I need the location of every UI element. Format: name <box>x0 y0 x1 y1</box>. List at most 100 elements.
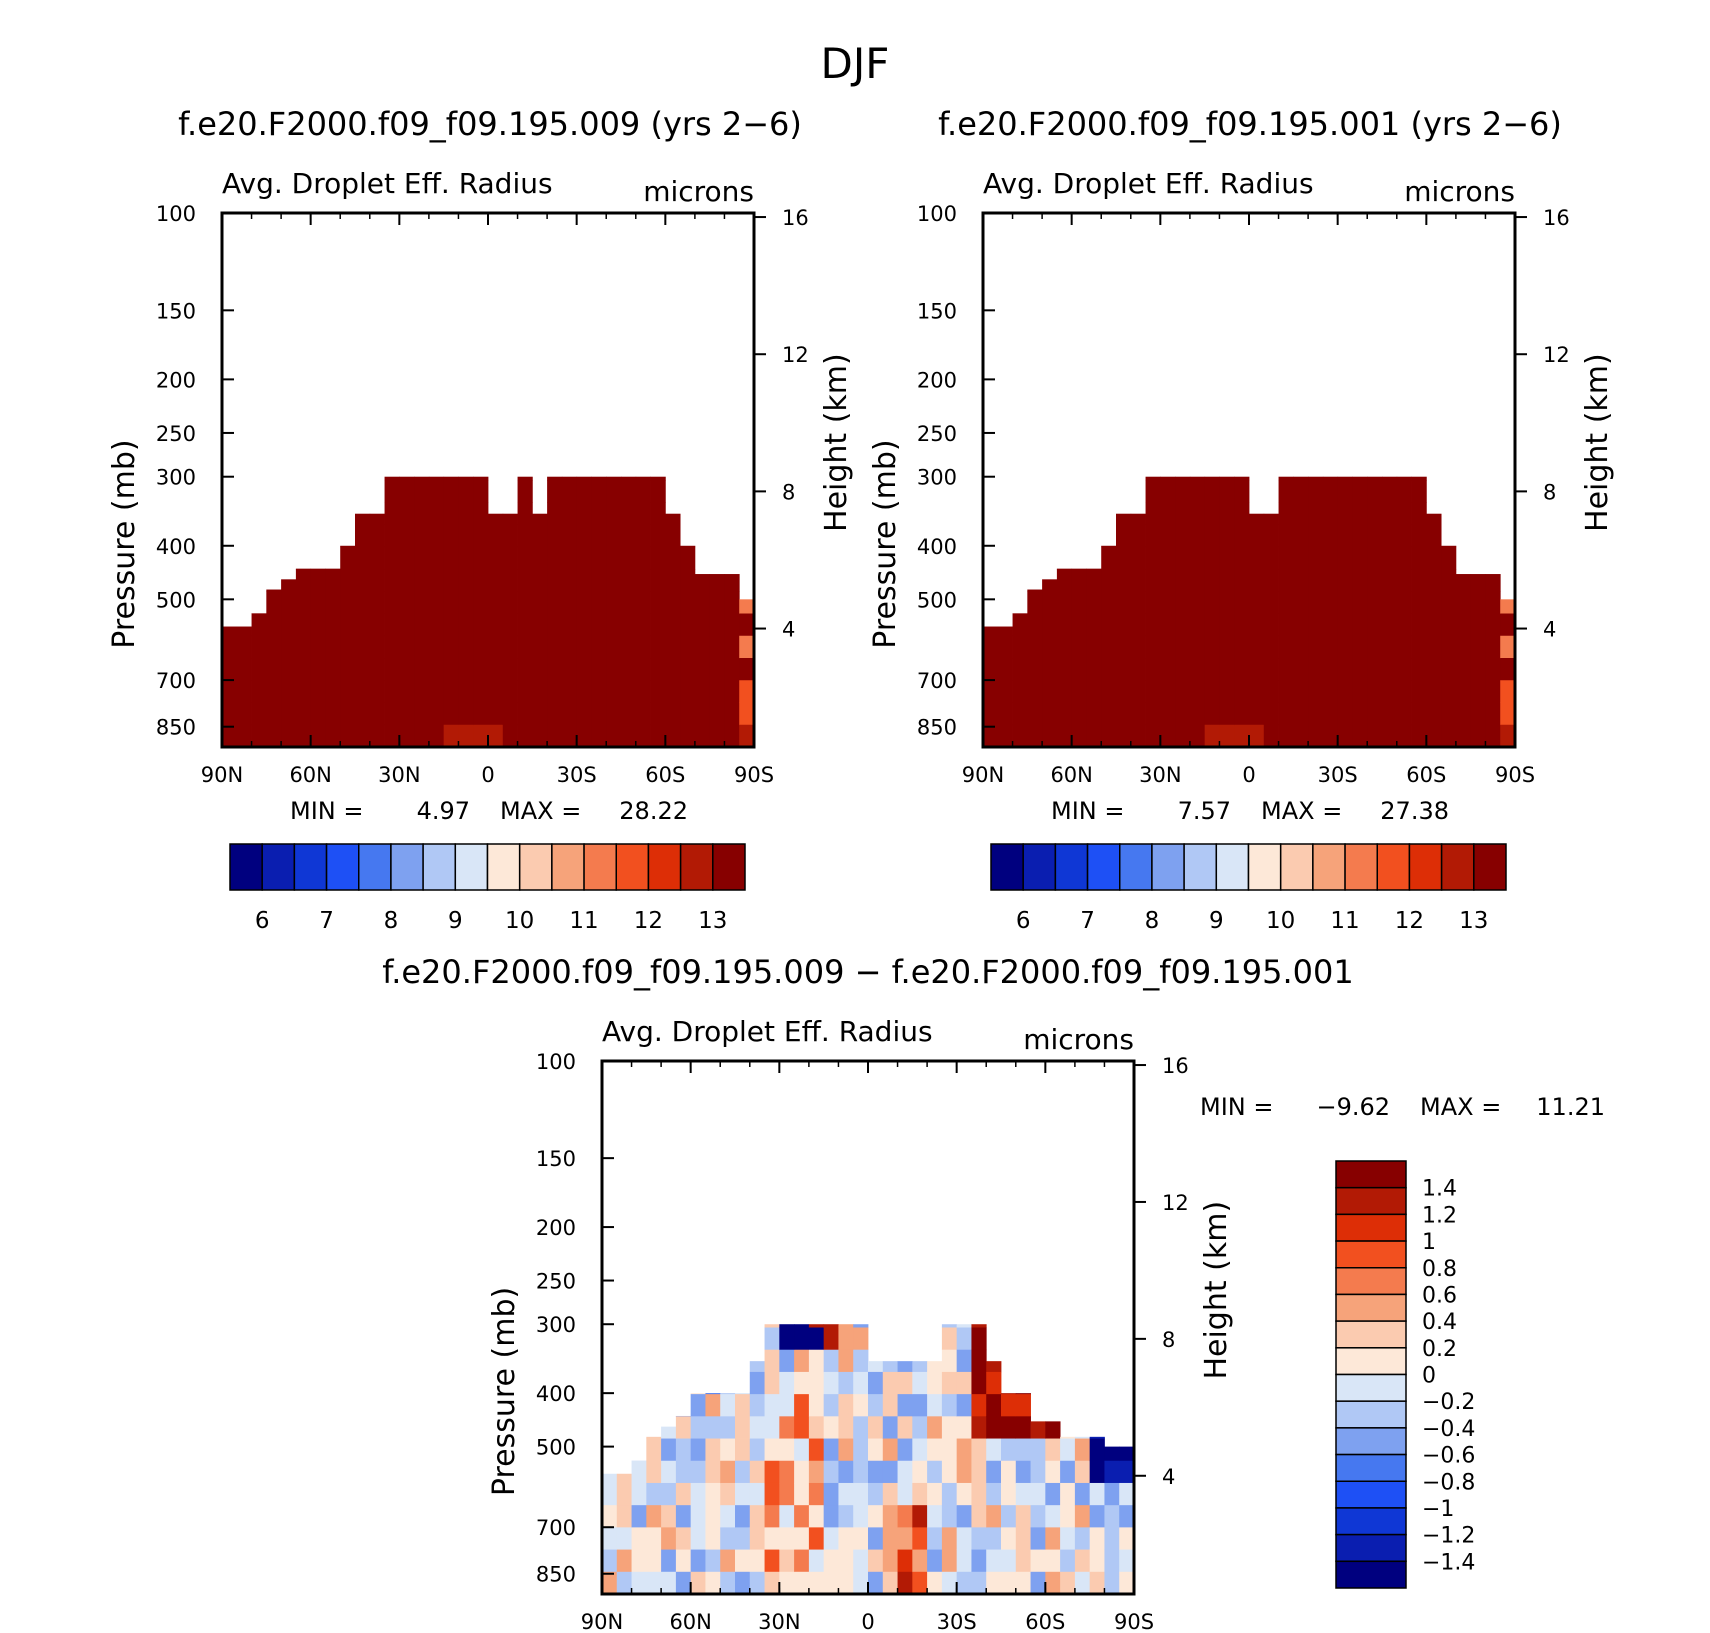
heatmap-cell <box>986 1361 1002 1373</box>
heatmap-cell <box>779 1324 795 1328</box>
heatmap-cell <box>1027 702 1043 726</box>
heatmap-cell <box>709 635 725 659</box>
max-label: MAX = <box>1420 1093 1501 1121</box>
heatmap-cell <box>1145 480 1161 503</box>
heatmap-cell <box>764 1371 780 1395</box>
heatmap-cell <box>1426 702 1442 726</box>
heatmap-cell <box>675 1482 692 1506</box>
heatmap-cell <box>823 1527 839 1550</box>
heatmap-cell <box>325 702 341 726</box>
colorbar-label: −1.4 <box>1422 1550 1475 1575</box>
heatmap-cell <box>428 502 445 525</box>
heatmap-cell <box>1322 569 1339 592</box>
heatmap-cell <box>561 591 578 614</box>
heatmap-cell <box>443 569 459 592</box>
heatmap-cell <box>764 1527 780 1550</box>
heatmap-cell <box>325 613 341 637</box>
heatmap-cell <box>591 569 607 592</box>
colorbar-label: 13 <box>698 908 727 934</box>
heatmap-cell <box>1382 480 1398 503</box>
heatmap-cell <box>1411 613 1427 637</box>
heatmap-cell <box>443 524 459 548</box>
heatmap-cell <box>222 658 238 681</box>
heatmap-cell <box>473 680 489 703</box>
y-tick-label: 100 <box>156 202 196 226</box>
heatmap-cell <box>1322 524 1339 548</box>
heatmap-cell <box>661 1438 677 1462</box>
heatmap-cell <box>735 1394 751 1417</box>
heatmap-cell <box>853 1371 869 1395</box>
heatmap-cell <box>369 613 385 637</box>
heatmap-cell <box>635 591 651 614</box>
panel-run-001: f.e20.F2000.f09_f09.195.001 (yrs 2−6) Avg… <box>868 105 1615 934</box>
colorbar-swatch <box>293 843 328 891</box>
colorbar-label: 7 <box>319 908 334 934</box>
heatmap-cell <box>709 574 725 592</box>
heatmap-cell <box>1234 591 1250 614</box>
heatmap-cell <box>1071 702 1087 726</box>
heatmap-cell <box>443 591 459 614</box>
heatmap-cell <box>823 1324 839 1328</box>
heatmap-cell <box>547 702 563 726</box>
heatmap-cell <box>340 591 356 614</box>
x-tick-label: 30N <box>1139 763 1181 787</box>
heatmap-cell <box>1293 480 1309 503</box>
y-tick-label: 400 <box>536 1382 576 1406</box>
heatmap-cell <box>1160 476 1176 481</box>
heatmap-cell <box>616 1571 632 1595</box>
colorbar-label: 12 <box>634 908 663 934</box>
heatmap-cell <box>1485 702 1501 726</box>
heatmap-cell <box>1293 591 1309 614</box>
heatmap-cell <box>547 724 563 748</box>
heatmap-cell <box>720 1505 736 1528</box>
heatmap-cell <box>1116 680 1132 703</box>
heatmap-cell <box>838 1460 854 1484</box>
heatmap-cell <box>1308 680 1324 703</box>
heatmap-cell <box>779 1505 795 1528</box>
heatmap-cell <box>1012 702 1028 726</box>
heatmap-cell <box>1219 476 1235 481</box>
heatmap-cell <box>1074 1571 1091 1595</box>
heatmap-cell <box>724 724 740 748</box>
heatmap-cell <box>295 724 312 748</box>
heatmap-cell <box>561 502 578 525</box>
heatmap-cell <box>709 613 725 637</box>
heatmap-cell <box>971 1482 987 1506</box>
heatmap-cell <box>1145 546 1161 570</box>
heatmap-cell <box>665 513 681 525</box>
heatmap-cell <box>1189 724 1206 748</box>
heatmap-cell <box>517 702 533 726</box>
heatmap-cell <box>414 502 430 525</box>
heatmap-cell <box>384 502 400 525</box>
heatmap-cell <box>1500 635 1516 659</box>
heatmap-cell <box>1278 569 1294 592</box>
heatmap-cell <box>616 1473 632 1484</box>
heatmap-cell <box>1175 702 1191 726</box>
heatmap-cell <box>428 613 445 637</box>
heatmap-cell <box>355 702 371 726</box>
heatmap-cell <box>1071 613 1087 637</box>
heatmap-cell <box>665 591 681 614</box>
variable-label: Avg. Droplet Eff. Radius <box>222 167 553 200</box>
heatmap-cell <box>458 524 474 548</box>
colorbar: 1.41.210.80.60.40.20−0.2−0.4−0.6−0.8−1−1… <box>1335 1160 1475 1589</box>
x-tick-label: 30N <box>378 763 420 787</box>
heatmap-cell <box>1382 613 1398 637</box>
y-tick-label: 300 <box>917 466 957 490</box>
heatmap-cell <box>591 702 607 726</box>
y-tick-label: 200 <box>156 368 196 392</box>
heatmap-cell <box>473 569 489 592</box>
heatmap-cell <box>488 635 504 659</box>
heatmap-cell <box>1042 658 1058 681</box>
heatmap-cell <box>1030 1438 1046 1462</box>
heatmap-cell <box>882 1394 898 1417</box>
units-label: microns <box>643 175 754 208</box>
heatmap-cell <box>576 569 592 592</box>
heatmap-cell <box>251 724 267 748</box>
y-right-tick-label: 8 <box>1543 480 1556 504</box>
heatmap-cell <box>680 680 696 703</box>
heatmap-cell <box>1470 574 1486 592</box>
heatmap-cell <box>443 702 459 726</box>
heatmap-cell <box>1160 524 1176 548</box>
heatmap-cell <box>1308 546 1324 570</box>
